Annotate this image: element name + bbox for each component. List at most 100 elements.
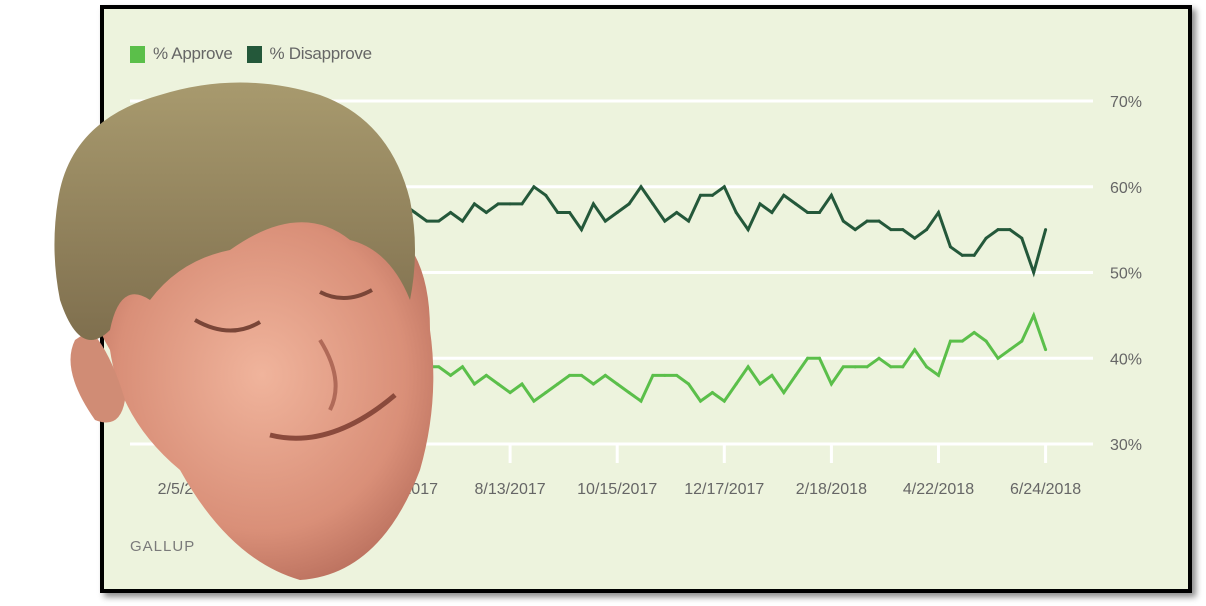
data-point [853, 228, 857, 232]
data-point [960, 339, 964, 343]
data-point [687, 219, 691, 223]
data-point [627, 202, 631, 206]
data-point [437, 219, 441, 223]
data-point [699, 193, 702, 197]
data-point [841, 365, 845, 369]
closed-eye-right [319, 288, 373, 300]
data-point [984, 339, 988, 343]
data-point [520, 202, 524, 206]
y-tick-label: 30% [1110, 437, 1142, 454]
hair [54, 82, 415, 340]
data-point [865, 219, 869, 223]
data-point [984, 236, 988, 240]
data-point [770, 373, 774, 377]
legend-swatch-approve [130, 45, 145, 63]
data-point [877, 356, 881, 360]
data-point [901, 365, 905, 369]
data-point [556, 210, 560, 214]
y-tick-label: 40% [1110, 351, 1142, 368]
data-point [496, 382, 500, 386]
data-point [972, 253, 976, 257]
data-point [948, 245, 952, 249]
data-point [425, 219, 429, 223]
data-point [591, 202, 595, 206]
data-point [568, 210, 572, 214]
data-point [877, 219, 881, 223]
data-point [937, 373, 940, 377]
data-point [1044, 348, 1048, 352]
data-point [1020, 339, 1024, 343]
data-point [496, 202, 500, 206]
legend-item-approve: % Approve [130, 44, 233, 64]
data-point [901, 228, 905, 232]
data-point [651, 202, 655, 206]
face-skin [90, 207, 434, 580]
data-point [639, 185, 643, 189]
data-point [818, 210, 821, 214]
data-point [484, 210, 488, 214]
data-point [615, 210, 619, 214]
data-point [627, 391, 631, 395]
data-point [948, 339, 952, 343]
data-point [1008, 348, 1012, 352]
smile [269, 393, 397, 441]
data-point [734, 210, 738, 214]
data-point [449, 373, 453, 377]
x-tick-label: 10/15/2017 [577, 481, 657, 498]
data-point [591, 382, 595, 386]
y-tick-label: 50% [1110, 266, 1142, 283]
x-tick-label: 6/24/2018 [1010, 481, 1081, 498]
data-point [603, 219, 607, 223]
data-point [913, 348, 917, 352]
data-point [841, 219, 845, 223]
data-point [782, 193, 786, 197]
legend-label-disapprove: % Disapprove [269, 44, 373, 63]
data-point [758, 382, 762, 386]
y-tick-label: 70% [1110, 94, 1142, 111]
ear [70, 330, 125, 423]
data-point [484, 373, 488, 377]
data-point [580, 228, 583, 232]
data-point [734, 382, 738, 386]
closed-eye-left [194, 318, 262, 333]
data-point [472, 382, 476, 386]
y-tick-label: 60% [1110, 180, 1142, 197]
data-point [1044, 228, 1048, 232]
data-point [889, 228, 893, 232]
data-point [794, 202, 798, 206]
data-point [544, 391, 548, 395]
data-point [687, 382, 691, 386]
data-point [508, 202, 512, 206]
legend-item-disapprove: % Disapprove [246, 44, 373, 64]
source-label: GALLUP [130, 538, 196, 555]
data-point [937, 210, 940, 214]
legend: % Approve % Disapprove [130, 44, 386, 64]
data-point [913, 236, 917, 240]
data-point [710, 391, 714, 395]
data-point [710, 193, 714, 197]
data-point [853, 365, 857, 369]
x-tick-label: 2/18/2018 [796, 481, 867, 498]
data-point [449, 210, 453, 214]
data-point [615, 382, 619, 386]
data-point [663, 373, 667, 377]
data-point [996, 356, 1000, 360]
legend-swatch-disapprove [246, 45, 262, 63]
data-point [925, 365, 929, 369]
x-tick-label: 4/22/2018 [903, 481, 974, 498]
data-point [556, 382, 560, 386]
data-point [806, 210, 810, 214]
data-point [508, 391, 512, 395]
data-point [818, 356, 821, 360]
data-point [829, 193, 833, 197]
data-point [580, 373, 583, 377]
x-tick-label: 8/13/2017 [475, 481, 546, 498]
data-point [472, 202, 476, 206]
data-point [437, 365, 441, 369]
data-point [675, 373, 679, 377]
data-point [1008, 228, 1012, 232]
data-point [782, 391, 786, 395]
data-point [758, 202, 762, 206]
data-point [520, 382, 524, 386]
